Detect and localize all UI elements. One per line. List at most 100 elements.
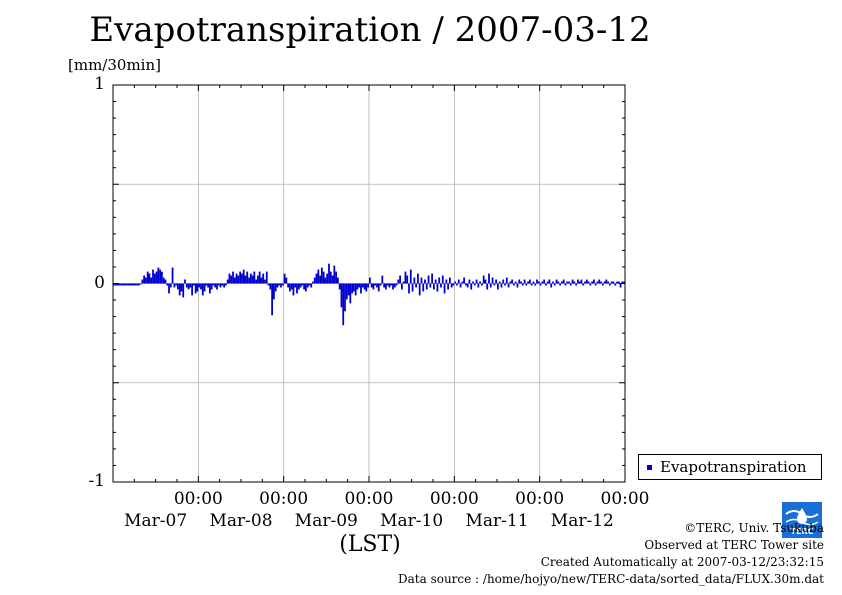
bar-127	[338, 283, 341, 290]
bar-117	[321, 267, 323, 284]
bar-243	[545, 283, 547, 286]
x-tick-date-1: Mar-08	[209, 511, 273, 531]
bar-108	[305, 283, 307, 292]
bar-160	[397, 279, 400, 284]
bar-194	[457, 279, 460, 284]
bar-251	[559, 283, 561, 286]
bar-245	[548, 279, 551, 284]
bar-51	[203, 283, 206, 292]
bar-224	[511, 279, 513, 284]
bar-197	[463, 277, 465, 284]
bar-230	[521, 283, 524, 286]
bar-78	[251, 275, 254, 284]
bar-89	[271, 283, 273, 316]
bar-2	[116, 283, 119, 286]
legend-label: Evapotranspiration	[660, 458, 807, 476]
bar-198	[465, 283, 467, 286]
bar-246	[550, 283, 553, 288]
logo-text: TERC	[791, 527, 814, 536]
bar-146	[372, 283, 375, 290]
bar-203	[473, 283, 476, 286]
bar-174	[422, 283, 425, 292]
bar-258	[571, 279, 574, 284]
bar-190	[450, 283, 453, 288]
bar-49	[200, 283, 202, 290]
bar-80	[255, 279, 257, 284]
bar-256	[568, 281, 570, 284]
bar-228	[518, 279, 521, 284]
bar-91	[274, 283, 277, 292]
bar-145	[370, 283, 373, 288]
bar-262	[578, 281, 581, 284]
bar-118	[322, 271, 325, 284]
bar-21	[150, 277, 153, 284]
bar-249	[555, 279, 558, 284]
bar-66	[230, 275, 233, 284]
y-axis-unit: [mm/30min]	[68, 56, 161, 74]
bar-226	[514, 281, 517, 284]
bar-24	[155, 271, 158, 284]
bar-119	[324, 277, 327, 284]
bar-1	[114, 283, 117, 286]
bar-268	[589, 283, 592, 286]
axis-ticks	[112, 84, 626, 483]
bar-284	[617, 281, 620, 284]
bar-65	[228, 273, 231, 284]
bar-196	[461, 281, 464, 284]
bar-34	[173, 283, 176, 288]
bar-137	[356, 283, 359, 290]
bar-19	[146, 271, 149, 284]
bar-53	[207, 283, 209, 288]
bar-series	[113, 263, 625, 326]
bar-93	[278, 283, 281, 286]
bar-182	[436, 283, 439, 292]
bar-208	[482, 275, 485, 284]
bar-79	[253, 271, 256, 284]
bar-231	[523, 279, 526, 284]
legend-marker-icon	[647, 465, 652, 470]
bar-183	[438, 277, 441, 284]
bar-31	[168, 283, 170, 294]
bar-254	[564, 283, 567, 286]
bar-187	[445, 279, 448, 284]
bar-285	[619, 283, 622, 288]
bar-211	[488, 273, 490, 284]
bar-74	[244, 275, 247, 284]
bar-210	[486, 283, 489, 290]
y-tick-label-1: 0	[94, 272, 105, 293]
bar-271	[594, 283, 597, 286]
bar-29	[164, 279, 167, 284]
bar-112	[312, 281, 314, 284]
bar-219	[502, 279, 505, 284]
bar-128	[340, 283, 343, 308]
bar-123	[331, 275, 334, 284]
terc-logo-icon: TERC	[782, 502, 822, 538]
bar-0	[113, 283, 115, 286]
bar-73	[242, 269, 245, 284]
bar-227	[516, 283, 519, 288]
bar-142	[365, 283, 368, 292]
bar-241	[541, 281, 544, 284]
bar-130	[344, 283, 346, 312]
bar-122	[329, 271, 332, 284]
bar-267	[587, 281, 590, 284]
bar-279	[609, 283, 611, 286]
bar-36	[177, 283, 179, 290]
bar-133	[349, 283, 352, 304]
bar-92	[276, 283, 279, 288]
bar-90	[273, 283, 275, 300]
credit-created: Created Automatically at 2007-03-12/23:3…	[540, 555, 824, 569]
bar-134	[351, 283, 353, 294]
bar-206	[479, 281, 481, 284]
bar-269	[591, 281, 593, 284]
bar-154	[386, 283, 389, 286]
bar-86	[265, 271, 268, 284]
bar-172	[418, 283, 421, 296]
bar-149	[377, 283, 380, 292]
bar-162	[401, 283, 403, 290]
bar-76	[248, 277, 250, 284]
bar-216	[497, 283, 499, 290]
bar-167	[409, 269, 412, 284]
credits: ©TERC, Univ. Tsukuba Observed at TERC To…	[398, 520, 824, 588]
bar-233	[527, 281, 529, 284]
